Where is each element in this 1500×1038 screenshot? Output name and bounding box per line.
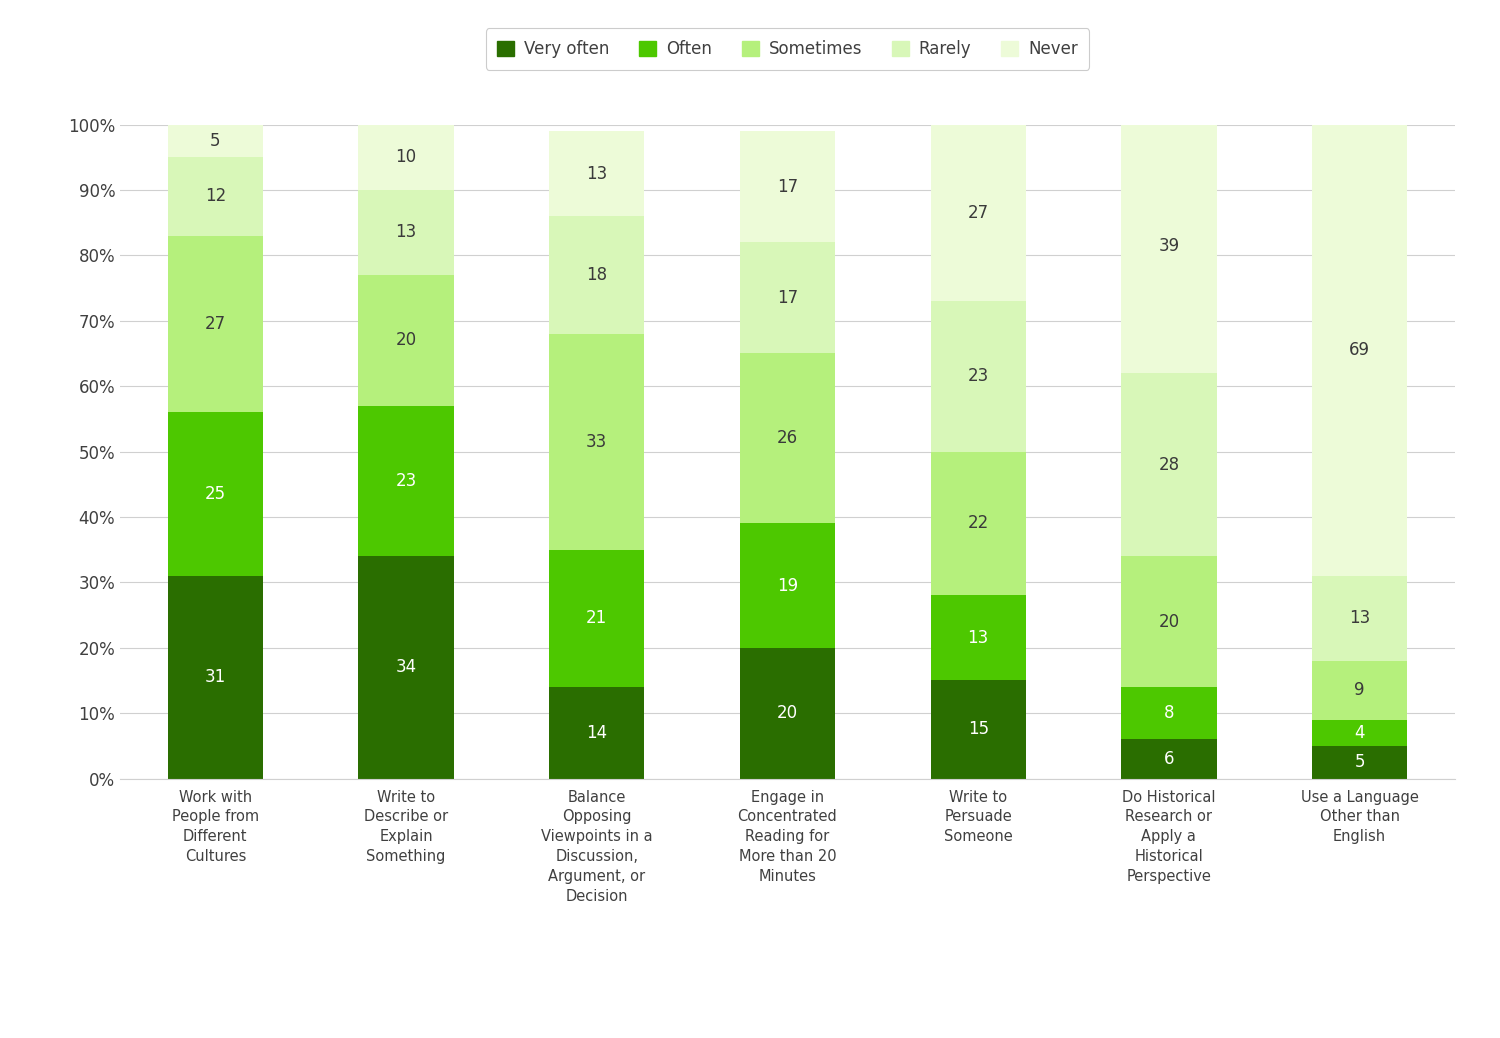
Text: 27: 27 [206,315,226,333]
Bar [549,334,645,550]
Bar [549,687,645,778]
Text: 31: 31 [204,668,226,686]
Text: 23: 23 [968,367,988,385]
Bar [930,681,1026,778]
Text: 25: 25 [206,485,226,503]
Bar [1312,576,1407,661]
Bar [358,190,453,275]
Bar [1312,125,1407,576]
Bar [930,452,1026,596]
Text: 5: 5 [210,132,220,149]
Text: 39: 39 [1158,237,1179,254]
Text: 12: 12 [204,188,226,206]
Legend: Very often, Often, Sometimes, Rarely, Never: Very often, Often, Sometimes, Rarely, Ne… [486,28,1089,70]
Bar [358,406,453,556]
Text: 13: 13 [968,629,988,647]
Text: 14: 14 [586,723,608,742]
Bar [740,353,836,523]
Text: 15: 15 [968,720,988,738]
Text: 13: 13 [586,165,608,183]
Bar [549,216,645,334]
Bar [1120,118,1216,373]
Text: 20: 20 [396,331,417,350]
Bar [740,131,836,242]
Bar [930,125,1026,301]
Bar [168,157,262,236]
Text: 4: 4 [1354,723,1365,742]
Bar [1312,745,1407,778]
Bar [1312,719,1407,745]
Text: 10: 10 [396,148,417,166]
Text: 69: 69 [1348,342,1370,359]
Text: 6: 6 [1164,749,1174,768]
Text: 28: 28 [1158,456,1179,473]
Text: 19: 19 [777,576,798,595]
Bar [549,131,645,216]
Text: 27: 27 [968,203,988,222]
Text: 22: 22 [968,515,988,532]
Text: 18: 18 [586,266,608,284]
Bar [168,236,262,412]
Text: 26: 26 [777,430,798,447]
Bar [1120,373,1216,556]
Bar [1120,739,1216,778]
Bar [168,125,262,157]
Bar [1120,687,1216,739]
Text: 17: 17 [777,177,798,196]
Bar [1120,556,1216,687]
Bar [358,556,453,778]
Bar [740,523,836,648]
Bar [168,576,262,778]
Bar [930,596,1026,681]
Text: 9: 9 [1354,681,1365,700]
Text: 20: 20 [1158,612,1179,630]
Text: 5: 5 [1354,754,1365,771]
Bar [740,648,836,778]
Text: 8: 8 [1164,704,1174,722]
Bar [740,242,836,353]
Bar [930,301,1026,452]
Text: 33: 33 [586,433,608,450]
Bar [549,550,645,687]
Bar [1312,661,1407,719]
Text: 13: 13 [1348,609,1371,627]
Text: 34: 34 [396,658,417,677]
Text: 23: 23 [396,472,417,490]
Text: 17: 17 [777,289,798,307]
Text: 20: 20 [777,704,798,722]
Bar [358,125,453,190]
Text: 13: 13 [396,223,417,242]
Bar [168,412,262,576]
Text: 21: 21 [586,609,608,627]
Bar [358,275,453,406]
